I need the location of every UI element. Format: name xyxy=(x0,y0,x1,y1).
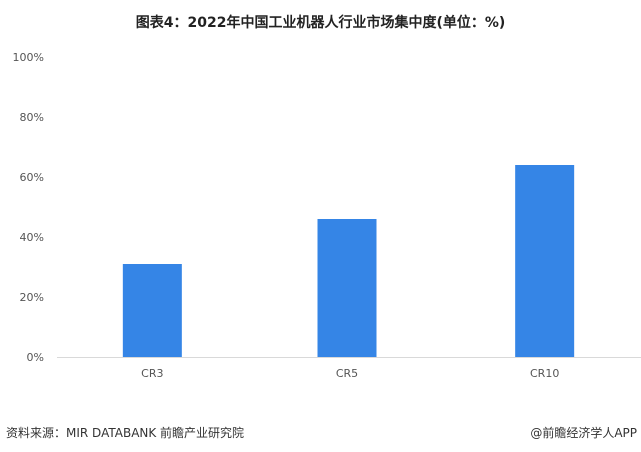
credit-note: @前瞻经济学人APP xyxy=(530,426,637,440)
y-tick-label: 60% xyxy=(20,171,44,184)
y-tick-label: 40% xyxy=(20,231,44,244)
x-tick-label: CR5 xyxy=(336,367,358,380)
y-tick-label: 0% xyxy=(27,351,44,364)
bar-cr10 xyxy=(515,165,575,357)
y-tick-label: 100% xyxy=(13,51,44,64)
bar-cr5 xyxy=(317,219,377,357)
x-tick-label: CR3 xyxy=(141,367,163,380)
chart-title: 图表4：2022年中国工业机器人行业市场集中度(单位：%) xyxy=(135,15,506,31)
source-note: 资料来源：MIR DATABANK 前瞻产业研究院 xyxy=(6,426,245,440)
bar-cr3 xyxy=(122,264,182,357)
x-tick-label: CR10 xyxy=(530,367,559,380)
y-tick-label: 80% xyxy=(20,111,44,124)
y-tick-label: 20% xyxy=(20,291,44,304)
